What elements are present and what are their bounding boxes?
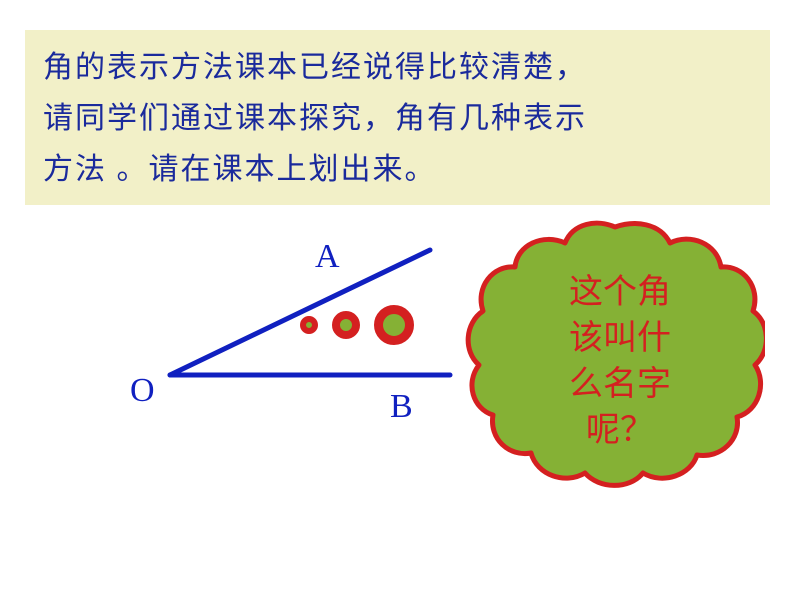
thought-dots bbox=[300, 305, 414, 345]
point-label-a: A bbox=[315, 238, 340, 276]
bubble-line-2: 该叫什 bbox=[525, 316, 715, 362]
instruction-line-2: 请同学们通过课本探究，角有几种表示 bbox=[43, 93, 752, 144]
vertex-label-o: O bbox=[130, 372, 155, 410]
instruction-line-3: 方法 。请在课本上划出来。 bbox=[43, 144, 752, 195]
instruction-panel: 角的表示方法课本已经说得比较清楚， 请同学们通过课本探究，角有几种表示 方法 。… bbox=[25, 30, 770, 205]
bubble-line-4: 呢？ bbox=[525, 408, 715, 454]
thought-bubble: 这个角 该叫什 么名字 呢？ bbox=[465, 215, 765, 495]
angle-diagram bbox=[110, 230, 470, 440]
thought-dot-large bbox=[374, 305, 414, 345]
bubble-line-1: 这个角 bbox=[525, 270, 715, 316]
bubble-line-3: 么名字 bbox=[525, 362, 715, 408]
instruction-line-1: 角的表示方法课本已经说得比较清楚， bbox=[43, 42, 752, 93]
bubble-text: 这个角 该叫什 么名字 呢？ bbox=[525, 270, 715, 454]
point-label-b: B bbox=[390, 388, 413, 426]
thought-dot-small bbox=[300, 316, 318, 334]
thought-dot-medium bbox=[332, 311, 360, 339]
